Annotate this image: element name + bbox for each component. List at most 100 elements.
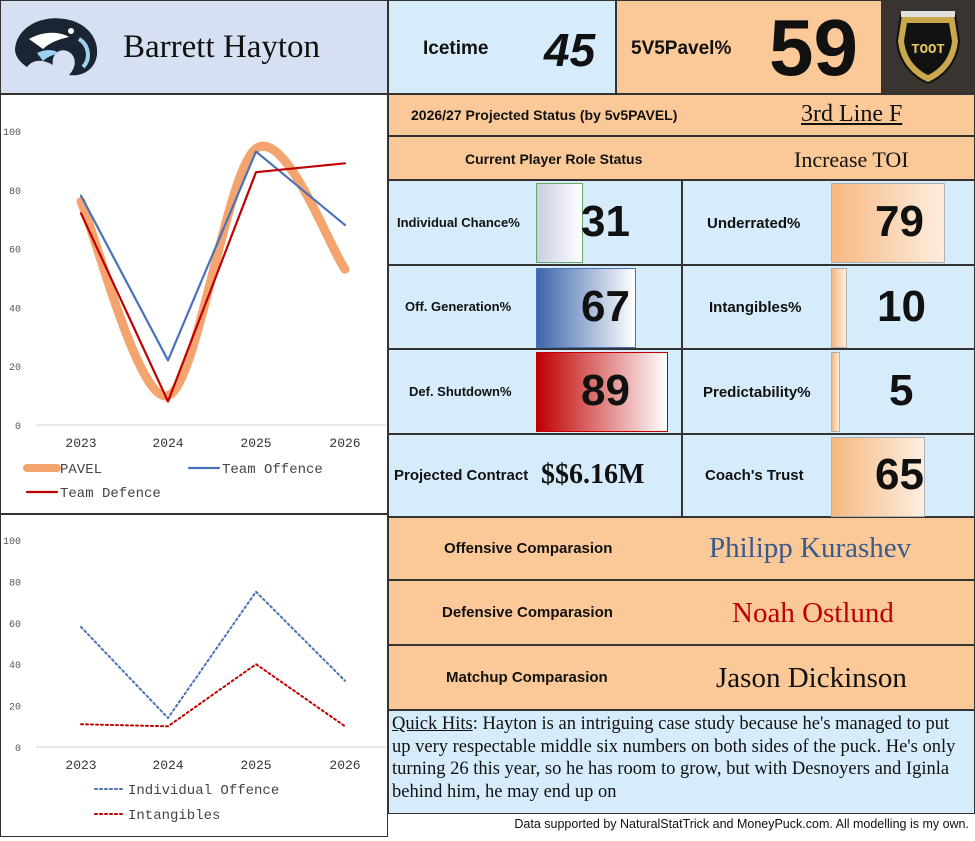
data-point — [255, 591, 257, 593]
comparison-label: Matchup Comparasion — [446, 669, 608, 686]
x-tick-label: 2023 — [65, 436, 96, 451]
metric-label: Predictability% — [703, 384, 811, 401]
y-tick-label: 40 — [9, 304, 21, 315]
metric-label: Def. Shutdown% — [409, 384, 512, 399]
comparison-label: Defensive Comparasion — [442, 604, 613, 621]
quick-hits-text: Quick Hits: Hayton is an intriguing case… — [392, 713, 970, 803]
chart-individual-panel: 0 20 40 60 80 100 2023 2024 2025 2026 Individual O… — [0, 514, 388, 837]
offensive-comparison-row: Offensive Comparasion Philipp Kurashev — [388, 517, 975, 580]
metric-value: 31 — [581, 197, 630, 246]
series-line-0 — [80, 590, 346, 720]
data-point — [344, 162, 346, 164]
comparison-label: Offensive Comparasion — [444, 540, 613, 557]
matchup-comparison-row: Matchup Comparasion Jason Dickinson — [388, 645, 975, 710]
data-point — [344, 680, 346, 682]
league-logo: TOOT — [881, 1, 975, 93]
comparison-player: Jason Dickinson — [716, 662, 907, 694]
footer-credit: Data supported by NaturalStatTrick and M… — [514, 817, 969, 831]
legend-label: Team Offence — [222, 462, 323, 478]
y-tick-label: 20 — [9, 703, 21, 714]
role-label: Current Player Role Status — [465, 151, 643, 167]
x-tick-label: 2025 — [240, 758, 271, 773]
projection-label: 2026/27 Projected Status (by 5v5PAVEL) — [411, 107, 678, 123]
data-point — [255, 148, 257, 150]
player-header: Barrett Hayton — [0, 0, 388, 94]
data-point — [255, 663, 257, 665]
data-point — [80, 626, 82, 628]
individual-line-chart: 0 20 40 60 80 100 2023 2024 2025 2026 Individual O… — [3, 537, 386, 824]
x-tick-label: 2023 — [65, 758, 96, 773]
series-line-1 — [79, 150, 347, 362]
projection-row: 2026/27 Projected Status (by 5v5PAVEL) 3… — [388, 94, 975, 136]
data-point — [80, 212, 82, 214]
icetime-label: Icetime — [423, 38, 489, 59]
data-point — [344, 725, 346, 727]
metric-label: Off. Generation% — [405, 299, 512, 314]
metric-bar — [536, 268, 636, 348]
mammoth-logo-icon — [15, 18, 98, 76]
legend-label: Intangibles — [128, 808, 220, 824]
metric-value: 10 — [877, 282, 926, 331]
y-tick-label: 80 — [9, 187, 21, 198]
data-point — [80, 195, 82, 197]
pavel-label: 5V5Pavel% — [631, 38, 732, 59]
defensive-comparison-row: Defensive Comparasion Noah Ostlund — [388, 580, 975, 645]
x-tick-label: 2026 — [329, 758, 360, 773]
metric-bar — [831, 352, 840, 432]
data-point — [344, 224, 346, 226]
icetime-value: 45 — [544, 24, 596, 76]
role-value: Increase TOI — [794, 147, 909, 172]
metric-contract: Projected Contract $$6.16M — [388, 434, 682, 517]
player-name: Barrett Hayton — [123, 29, 321, 65]
data-point — [80, 201, 82, 203]
contract-value: $$6.16M — [541, 459, 645, 490]
legend-label: PAVEL — [60, 462, 102, 478]
data-point — [167, 400, 169, 402]
y-tick-label: 60 — [9, 620, 21, 631]
role-row: Current Player Role Status Increase TOI — [388, 136, 975, 180]
x-tick-label: 2024 — [152, 436, 183, 451]
metric-value: 79 — [875, 197, 924, 246]
pavel-value: 59 — [769, 3, 858, 92]
y-tick-label: 0 — [15, 422, 21, 433]
data-point — [80, 723, 82, 725]
y-tick-label: 20 — [9, 363, 21, 374]
icetime-box: Icetime 45 — [388, 0, 616, 94]
y-tick-label: 60 — [9, 246, 21, 257]
metric-value: 67 — [581, 282, 630, 331]
metric-label: Intangibles% — [709, 299, 802, 316]
chart-team-panel: 0 20 40 60 80 100 2023 2024 2025 2026 PAVEL Team Of… — [0, 94, 388, 514]
comparison-player: Philipp Kurashev — [709, 532, 912, 564]
metric-predictability: Predictability% 5 — [682, 349, 975, 434]
metric-bar — [831, 183, 945, 263]
projection-value: 3rd Line F — [801, 101, 903, 127]
metric-value: 5 — [889, 366, 914, 415]
metric-off-generation: Off. Generation% 67 — [388, 265, 682, 349]
metric-intangibles: Intangibles% 10 — [682, 265, 975, 349]
y-tick-label: 100 — [3, 537, 21, 548]
series-line-0 — [76, 141, 350, 401]
metric-bar — [831, 268, 847, 348]
metric-label: Projected Contract — [394, 467, 529, 484]
quick-hits-body: : Hayton is an intriguing case study bec… — [392, 714, 956, 802]
comparison-player: Noah Ostlund — [732, 597, 894, 629]
pavel-box: 5V5Pavel% 59 TOOT — [616, 0, 975, 94]
data-point — [167, 717, 169, 719]
series-line-1 — [80, 663, 346, 728]
metric-value: 65 — [875, 450, 924, 499]
data-point — [255, 171, 257, 173]
footer: Data supported by NaturalStatTrick and M… — [388, 814, 975, 837]
x-tick-label: 2026 — [329, 436, 360, 451]
metric-coaches-trust: Coach's Trust 65 — [682, 434, 975, 517]
x-tick-label: 2025 — [240, 436, 271, 451]
quick-hits-box: Quick Hits: Hayton is an intriguing case… — [388, 710, 975, 814]
y-tick-label: 100 — [3, 128, 21, 139]
quick-hits-label: Quick Hits — [392, 714, 473, 734]
legend-label: Individual Offence — [128, 783, 279, 799]
data-point — [255, 151, 257, 153]
data-point — [167, 395, 169, 397]
legend-label: Team Defence — [60, 486, 161, 502]
metric-bar — [536, 183, 583, 263]
metric-label: Coach's Trust — [705, 467, 804, 484]
metric-def-shutdown: Def. Shutdown% 89 — [388, 349, 682, 434]
